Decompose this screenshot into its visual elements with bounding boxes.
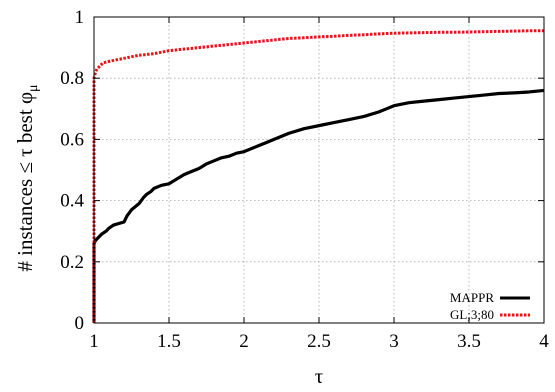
y-tick-label: 0.2 [60,252,84,273]
grid [94,17,544,323]
x-tick-label: 4 [539,331,549,352]
y-tick-label: 0.8 [60,68,84,89]
y-axis-label-subscript: μ [26,84,41,92]
y-axis-label: # instances ≤ τ best φμ [13,84,41,271]
series-layer [92,29,545,323]
legend: MAPPR GL;3;80 [450,290,530,322]
x-tick-label: 2.5 [307,331,331,352]
axis-ticks: 1 1.5 2 2.5 3 3.5 4 0 0.2 0.4 0.6 0.8 1 [60,7,549,352]
x-tick-label: 3.5 [457,331,481,352]
series-line-mappr [92,88,545,323]
legend-label: GL;3;80 [450,307,494,322]
legend-label: MAPPR [450,290,494,305]
x-tick-label: 3 [389,331,399,352]
x-tick-label: 1 [89,331,99,352]
y-tick-label: 0.4 [60,191,84,212]
y-tick-label: 1 [75,7,85,28]
x-tick-label: 2 [239,331,249,352]
x-tick-label: 1.5 [157,331,181,352]
y-tick-label: 0.6 [60,129,84,150]
y-tick-label: 0 [75,313,85,334]
y-axis-label-main: # instances ≤ τ best φ [13,92,37,272]
x-axis-label: τ [315,364,323,388]
series-line-gl-3-80 [92,29,544,323]
